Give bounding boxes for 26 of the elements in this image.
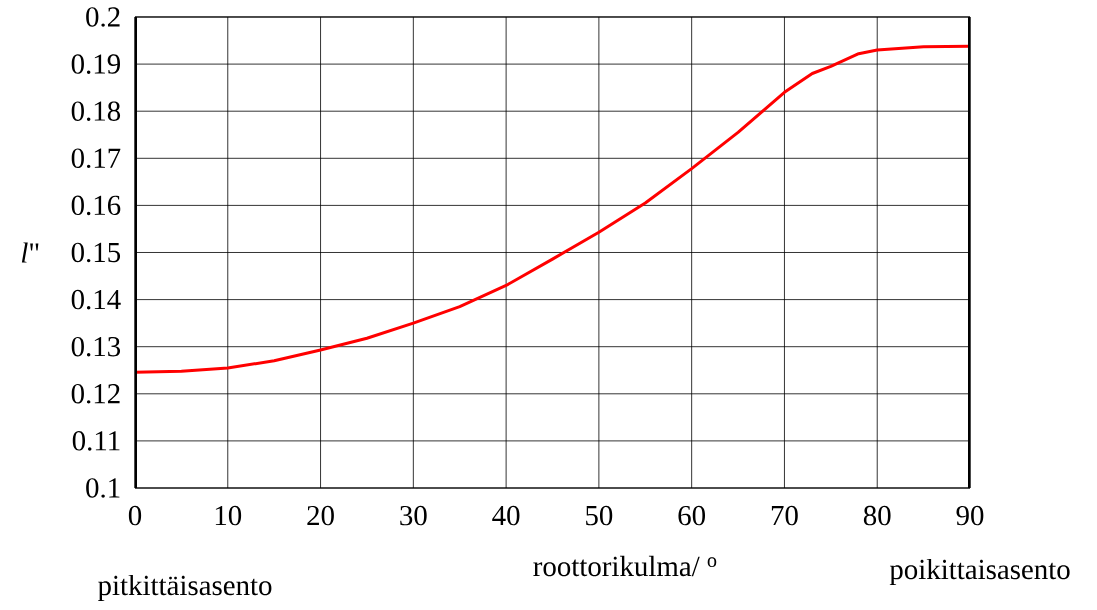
y-tick-label: 0.11 (72, 431, 120, 451)
x-tick-label: 0 (128, 505, 142, 526)
x-tick-label: 80 (863, 505, 891, 526)
x-tick-label: 30 (400, 505, 427, 526)
y-tick-label: 0.13 (71, 336, 121, 357)
x-tick-label: 60 (678, 505, 706, 526)
y-tick-label: 0.2 (86, 7, 120, 27)
x-tick-label: 40 (492, 505, 520, 526)
y-tick-label: 0.1 (86, 478, 120, 498)
y-tick-label: 0.12 (71, 383, 120, 404)
y-tick-label: 0.14 (71, 289, 121, 310)
x-tick-label: 70 (771, 505, 798, 526)
y-tick-label: 0.19 (71, 54, 120, 74)
y-tick-label: 0.18 (71, 101, 121, 121)
x-tick-label: 10 (215, 505, 242, 526)
text: poikittaisasento (889, 558, 1070, 586)
y-tick-label: 0.15 (71, 242, 121, 263)
x-tick-label: 50 (586, 505, 613, 526)
text: pitkittäisasento (98, 574, 272, 602)
x-tick-label: 90 (956, 505, 984, 526)
y-tick-label: 0.16 (71, 195, 121, 216)
y-axis-title: l" (21, 242, 39, 263)
x-tick-label: 20 (307, 505, 334, 526)
y-tick-label: 0.17 (71, 148, 121, 169)
line-series (135, 44, 970, 374)
x-axis-title: roottorikulma/ $^{o}$ (533, 555, 717, 577)
